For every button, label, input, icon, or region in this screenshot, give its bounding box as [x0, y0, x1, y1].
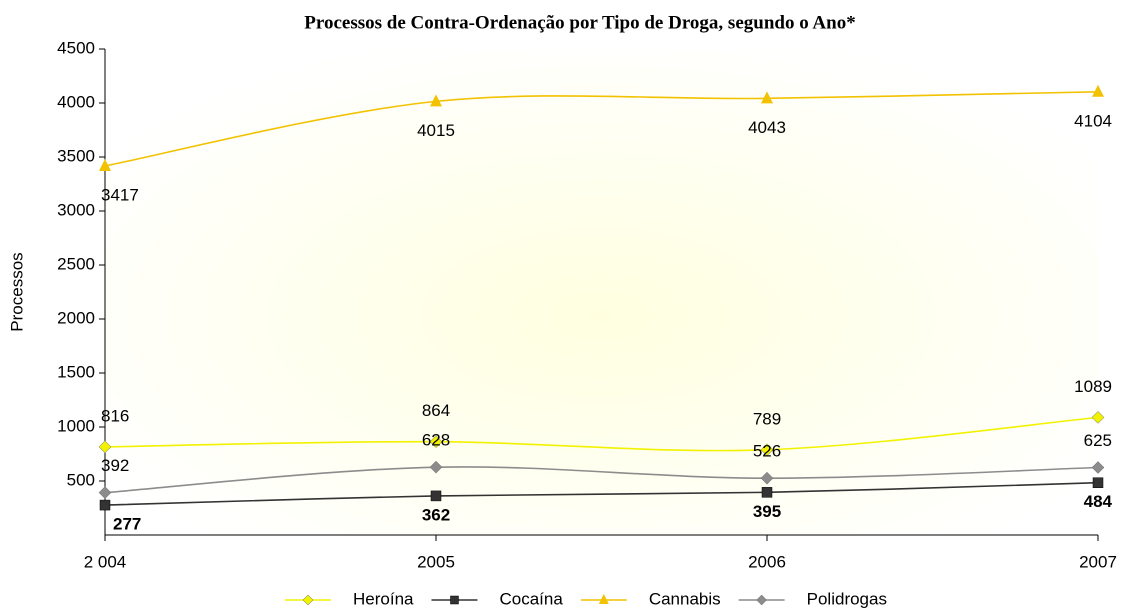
data-label: 625: [1084, 431, 1112, 450]
y-tick-label: 500: [67, 470, 95, 489]
legend-marker: [598, 594, 609, 604]
legend-marker: [450, 595, 459, 605]
x-tick-label: 2006: [748, 552, 786, 571]
y-tick-label: 3500: [57, 146, 95, 165]
legend-label: Cocaína: [499, 589, 563, 608]
data-label: 4015: [417, 121, 455, 140]
data-label: 484: [1084, 492, 1113, 511]
y-tick-label: 3000: [57, 200, 95, 219]
data-point: [429, 435, 443, 449]
series-line: [104, 466, 1099, 494]
data-label: 4043: [748, 118, 786, 137]
data-label: 392: [101, 456, 129, 475]
data-label: 789: [753, 409, 781, 428]
data-point: [760, 471, 774, 485]
data-label: 816: [101, 406, 129, 425]
data-point: [1091, 461, 1105, 474]
legend-label: Heroína: [353, 589, 414, 608]
data-point: [430, 490, 442, 502]
data-label: 864: [422, 401, 450, 420]
x-tick-label: 2 004: [84, 552, 127, 571]
data-point: [1092, 84, 1104, 97]
data-label: 4104: [1074, 111, 1112, 130]
data-label: 3417: [101, 185, 139, 204]
data-point: [430, 94, 442, 107]
series-line: [104, 416, 1099, 452]
legend-marker: [756, 594, 767, 606]
y-tick-label: 4500: [57, 38, 95, 57]
data-label: 628: [422, 431, 450, 450]
legend-label: Cannabis: [649, 589, 721, 608]
data-label: 526: [753, 442, 781, 461]
data-label: 1089: [1074, 377, 1112, 396]
y-tick-label: 1000: [57, 416, 95, 435]
y-tick-label: 2000: [57, 308, 95, 327]
data-point: [429, 460, 443, 474]
series-line: [104, 481, 1099, 506]
data-point: [99, 158, 111, 171]
series-line: [104, 90, 1099, 167]
y-tick-label: 4000: [57, 92, 95, 111]
data-point: [761, 91, 773, 104]
y-tick-label: 2500: [57, 254, 95, 273]
data-point: [1091, 411, 1105, 424]
data-point: [1092, 477, 1104, 488]
data-label: 277: [113, 515, 141, 534]
data-point: [760, 443, 774, 457]
y-axis-label: Processos: [7, 252, 26, 331]
x-tick-label: 2007: [1079, 552, 1117, 571]
chart-title: Processos de Contra-Ordenação por Tipo d…: [304, 12, 855, 33]
data-label: 395: [753, 502, 781, 521]
legend-marker: [302, 594, 314, 606]
data-point: [99, 499, 111, 511]
y-tick-label: 1500: [57, 362, 95, 381]
data-point: [98, 486, 112, 500]
data-label: 362: [422, 505, 450, 524]
x-tick-label: 2005: [417, 552, 455, 571]
data-point: [761, 487, 773, 498]
legend-label: Polidrogas: [807, 589, 887, 608]
data-point: [98, 440, 112, 454]
plot-area: [105, 49, 1098, 535]
